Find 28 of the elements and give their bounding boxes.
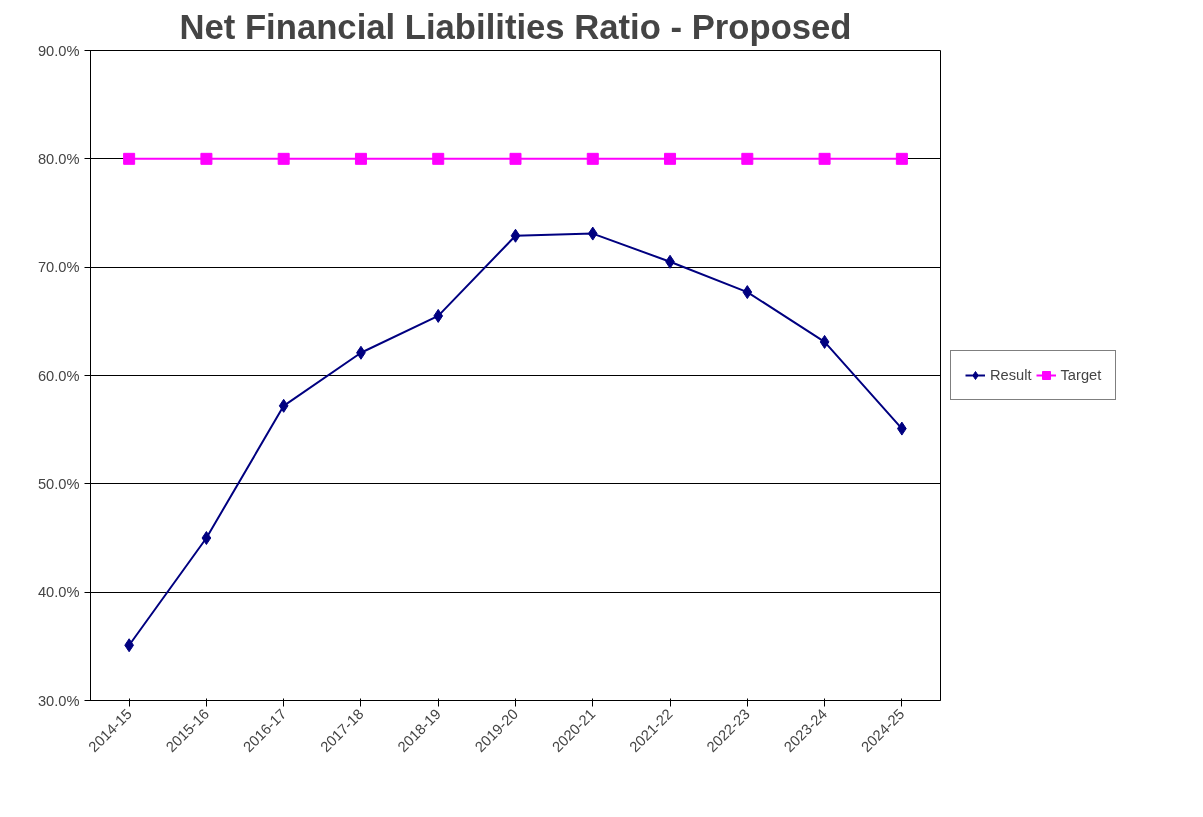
point: [819, 334, 830, 349]
y-tick-label: 40.0%: [37, 584, 80, 601]
point: [278, 398, 289, 413]
y-tick-label: 90.0%: [37, 42, 80, 59]
y-tick-label: 50.0%: [37, 475, 80, 492]
point: [201, 531, 212, 545]
point: [200, 152, 213, 165]
y-tick-label: 80.0%: [37, 150, 80, 167]
point: [510, 228, 521, 243]
point: [741, 152, 754, 165]
point: [586, 152, 599, 165]
y-tick-label: 30.0%: [37, 692, 80, 709]
chart-title: Net Financial Liabilities Ratio - Proposed: [179, 7, 852, 46]
point: [818, 152, 831, 165]
legend-label: Result: [990, 367, 1032, 383]
point: [742, 285, 753, 300]
point: [277, 152, 290, 165]
point: [432, 152, 445, 165]
legend-label: Target: [1060, 367, 1102, 383]
point: [354, 152, 367, 165]
y-tick-label: 70.0%: [37, 259, 80, 276]
point: [123, 152, 136, 165]
point: [433, 308, 444, 323]
point: [895, 152, 908, 165]
point: [509, 152, 522, 165]
y-tick-label: 60.0%: [37, 367, 80, 384]
point: [587, 226, 598, 241]
point: [664, 152, 677, 165]
